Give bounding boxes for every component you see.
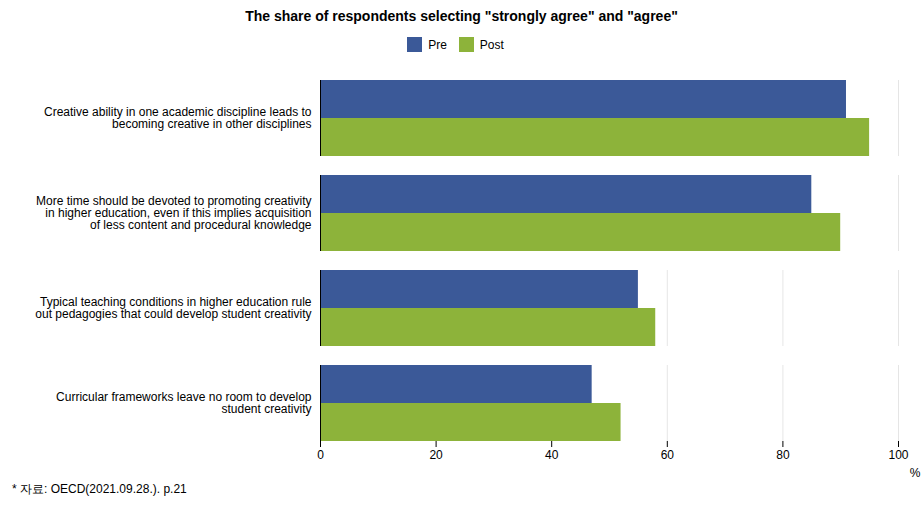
svg-text:Creative ability in one academ: Creative ability in one academic discipl… bbox=[44, 105, 312, 131]
svg-text:Typical teaching conditions in: Typical teaching conditions in higher ed… bbox=[35, 295, 312, 321]
svg-text:20: 20 bbox=[429, 448, 443, 462]
svg-text:100: 100 bbox=[888, 448, 908, 462]
svg-text:80: 80 bbox=[776, 448, 790, 462]
svg-text:60: 60 bbox=[661, 448, 675, 462]
svg-text:%: % bbox=[910, 466, 921, 480]
svg-text:More time should be devoted to: More time should be devoted to promoting… bbox=[36, 194, 312, 232]
html-text:* 자료: OECD(2021.09.28.). p.21: * 자료: OECD(2021.09.28.). p.21 bbox=[12, 482, 187, 496]
svg-text:40: 40 bbox=[545, 448, 559, 462]
svg-text:0: 0 bbox=[317, 448, 324, 462]
svg-text:Curricular frameworks leave no: Curricular frameworks leave no room to d… bbox=[56, 390, 312, 416]
html-text:Pre: Pre bbox=[428, 37, 447, 52]
html-text:The share of respondents selec: The share of respondents selecting "stro… bbox=[245, 8, 678, 24]
html-text:Post: Post bbox=[479, 37, 504, 52]
